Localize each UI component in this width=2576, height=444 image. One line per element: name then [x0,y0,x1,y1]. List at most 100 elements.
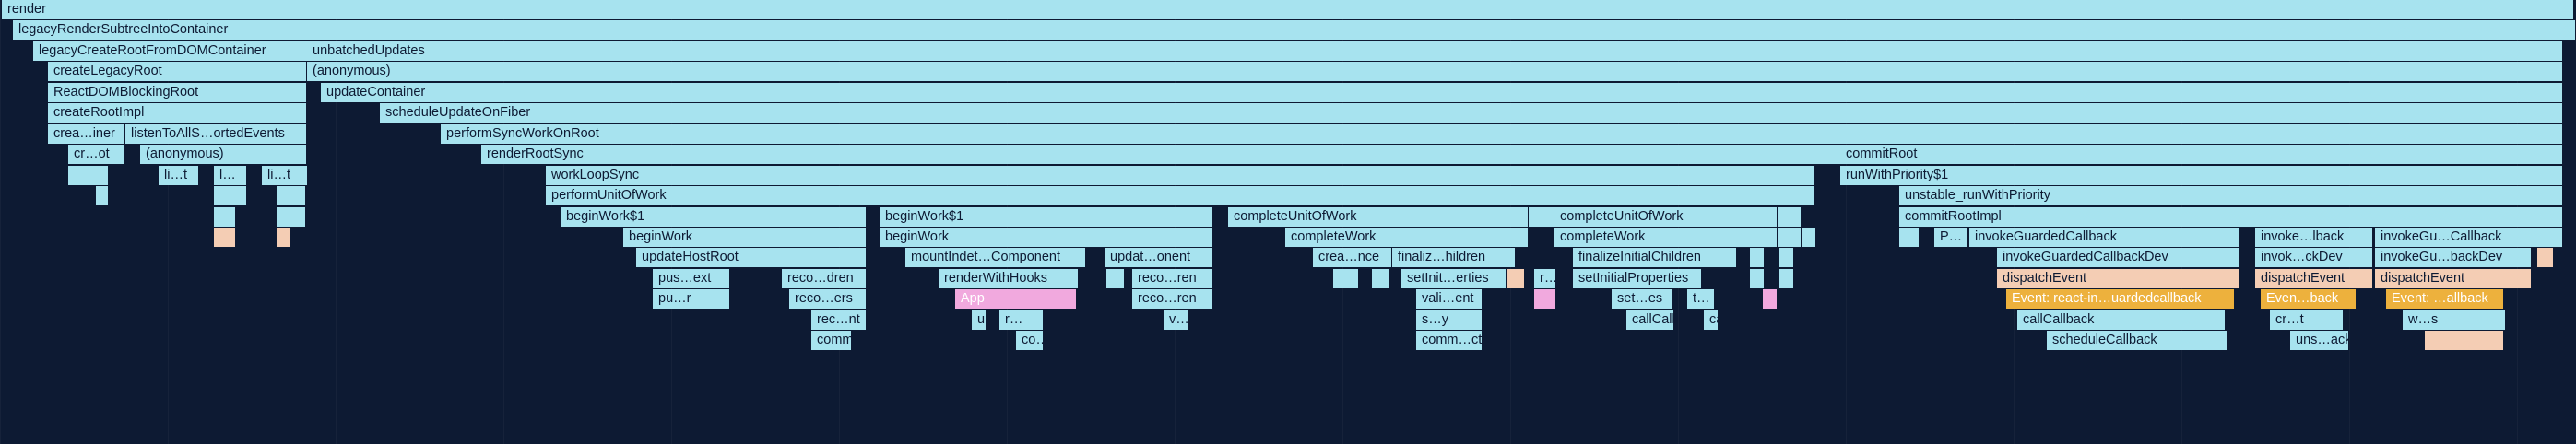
flame-frame[interactable]: updateContainer [321,82,2563,102]
flame-frame[interactable]: scheduleUpdateOnFiber [380,103,2563,123]
flame-frame[interactable]: commitBefor…tionEffects [811,331,852,351]
flame-frame[interactable]: pus…ext [653,268,730,288]
flame-frame[interactable]: createRootImpl [48,103,307,123]
flame-frame[interactable]: set…es [1612,289,1672,310]
flame-frame[interactable] [1529,206,1554,227]
flame-frame[interactable] [214,186,247,206]
flame-frame[interactable] [1750,268,1765,288]
flame-frame[interactable]: listenToAllS…ortedEvents [125,123,307,144]
flame-frame[interactable]: updat…onent [1105,248,1213,268]
flame-frame[interactable]: setInitialProperties [1573,268,1702,288]
flame-frame[interactable] [277,206,306,227]
flame-frame[interactable]: ReactDOMBlockingRoot [48,82,307,102]
flame-frame[interactable]: completeWork [1554,227,1789,247]
flame-frame[interactable]: u…t [972,310,987,330]
flame-frame[interactable]: pu…r [653,289,730,310]
flame-frame[interactable]: beginWork$1 [880,206,1213,227]
flame-frame[interactable]: performUnitOfWork [546,186,1814,206]
flame-frame[interactable]: updateHostRoot [636,248,867,268]
flame-frame[interactable]: commitRootImpl [1899,206,2563,227]
flame-frame[interactable]: callCallback [1626,310,1674,330]
flame-frame[interactable]: li…t [262,165,308,185]
flame-frame[interactable] [1763,289,1778,310]
flame-frame[interactable]: reco…ren [1132,268,1213,288]
flame-frame[interactable]: finalizeInitialChildren [1573,248,1737,268]
flame-frame[interactable] [277,186,306,206]
flame-frame[interactable]: beginWork [623,227,867,247]
flame-frame[interactable]: completeUnitOfWork [1554,206,1789,227]
flame-frame[interactable]: vali…ent [1416,289,1483,310]
flame-frame[interactable] [1802,227,1816,247]
flame-frame[interactable]: commitRoot [1840,145,2563,165]
flame-frame[interactable] [1372,268,1390,288]
flame-frame[interactable] [1899,227,1920,247]
flame-frame[interactable]: unbatchedUpdates [307,41,2563,61]
flame-frame[interactable]: render [2,0,2574,19]
flame-frame[interactable]: performSyncWorkOnRoot [441,123,2563,144]
flame-frame[interactable]: rec…nt [811,310,867,330]
flame-frame[interactable]: unstable_runWithPriority [1899,186,2563,206]
flame-frame[interactable]: w…s [2403,310,2506,330]
flame-frame[interactable] [1779,206,1802,227]
flame-frame[interactable] [1779,248,1794,268]
flame-frame[interactable]: cr…t [2270,310,2344,330]
flame-frame[interactable] [1106,268,1125,288]
flame-frame[interactable]: reco…ren [1132,289,1213,310]
flame-frame[interactable]: P… [1934,227,1967,247]
flame-frame[interactable] [1333,268,1359,288]
flame-frame[interactable]: createLegacyRoot [48,62,307,82]
flame-frame[interactable] [1763,206,1778,227]
flame-frame[interactable]: Event: …allback [2386,289,2504,310]
flame-frame[interactable] [1750,248,1765,268]
flame-frame[interactable]: renderRootSync [481,145,1842,165]
flame-frame[interactable] [214,206,236,227]
flame-frame[interactable]: crea…iner [48,123,125,144]
flame-frame[interactable]: finaliz…hildren [1392,248,1516,268]
flame-frame[interactable]: comm…cts [1416,331,1483,351]
flame-frame[interactable]: runWithPriority$1 [1840,165,2563,185]
flame-frame[interactable] [2537,248,2554,268]
flame-frame[interactable]: invokeGu…Callback [2375,227,2563,247]
flame-frame[interactable]: workLoopSync [546,165,1814,185]
flame-frame[interactable]: call…ack [1704,310,1719,330]
flame-frame[interactable]: App [955,289,1077,310]
flame-frame[interactable]: reco…dren [782,268,867,288]
flame-frame[interactable]: Even…back [2261,289,2357,310]
flame-frame[interactable]: invokeGu…backDev [2375,248,2532,268]
flame-frame[interactable]: crea…nce [1313,248,1392,268]
flame-frame[interactable]: invokeGuardedCallback [1969,227,2240,247]
flame-frame[interactable]: li…t [159,165,199,185]
flame-frame[interactable]: l… [214,165,247,185]
flame-frame[interactable]: (anonymous) [140,145,307,165]
flame-frame[interactable] [1534,289,1556,310]
flame-frame[interactable]: dispatchEvent [1997,268,2240,288]
flame-frame[interactable]: co…ts [1016,331,1044,351]
flame-frame[interactable]: Event: react-in…uardedcallback [2006,289,2235,310]
flame-frame[interactable]: (anonymous) [307,62,2563,82]
flame-frame[interactable] [96,186,109,206]
flame-frame[interactable] [1750,227,1778,247]
flame-frame[interactable]: renderWithHooks [939,268,1079,288]
flame-frame[interactable]: beginWork$1 [561,206,867,227]
flame-frame[interactable]: r… [999,310,1044,330]
flame-frame[interactable]: dispatchEvent [2375,268,2532,288]
flame-frame[interactable]: mountIndet…Component [905,248,1086,268]
flame-frame[interactable] [214,227,236,247]
flame-frame[interactable] [1507,268,1525,288]
flame-frame[interactable]: r… [1534,268,1556,288]
flame-frame[interactable]: invokeGuardedCallbackDev [1997,248,2240,268]
flame-frame[interactable]: s…y [1416,310,1483,330]
flame-frame[interactable] [1779,268,1794,288]
flame-frame[interactable]: cr…ot [68,145,125,165]
flame-frame[interactable]: invok…ckDev [2255,248,2373,268]
flame-frame[interactable]: completeWork [1285,227,1529,247]
flame-frame[interactable]: dispatchEvent [2255,268,2373,288]
flame-frame[interactable]: invoke…lback [2255,227,2373,247]
flame-frame[interactable] [1779,227,1802,247]
flame-frame[interactable]: scheduleCallback [2047,331,2227,351]
flame-frame[interactable]: setInit…erties [1401,268,1507,288]
flame-frame[interactable]: v…2 [1164,310,1189,330]
flame-frame[interactable] [2425,331,2504,351]
flame-frame[interactable] [277,227,291,247]
flame-frame[interactable]: legacyRenderSubtreeIntoContainer [13,20,2576,41]
